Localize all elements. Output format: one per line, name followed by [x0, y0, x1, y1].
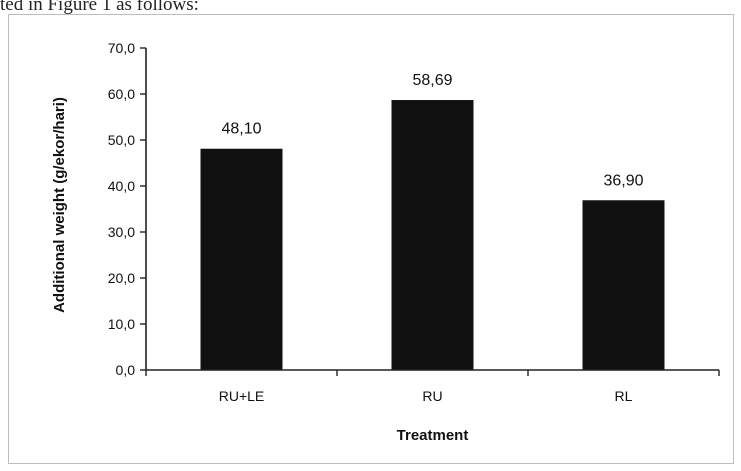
x-axis-ticks — [145, 370, 720, 376]
y-tick-label: 50,0 — [108, 132, 135, 148]
category-label: RL — [615, 388, 633, 404]
chart-frame: 0,0 10,0 20,0 30,0 40,0 50,0 60,0 70,0 48,10 58,… — [8, 14, 734, 464]
category-label: RU+LE — [219, 388, 265, 404]
data-labels: 48,10 58,69 36,90 — [221, 72, 643, 189]
y-tick-label: 70,0 — [108, 40, 135, 56]
bars — [200, 100, 665, 370]
category-label: RU — [422, 388, 442, 404]
bar — [391, 100, 474, 370]
y-tick-label: 0,0 — [116, 362, 136, 378]
y-tick-label: 60,0 — [108, 86, 135, 102]
y-axis-title: Additional weight (g/ekor/hari) — [51, 97, 68, 313]
y-tick-label: 40,0 — [108, 178, 135, 194]
x-axis-title: Treatment — [397, 427, 469, 444]
bar — [582, 200, 665, 370]
category-labels: RU+LE RU RL — [219, 388, 633, 404]
bar — [200, 148, 283, 370]
bar-value-label: 36,90 — [603, 172, 643, 189]
caption-text: ted in Figure 1 as follows: — [0, 0, 199, 15]
y-axis-ticks: 0,0 10,0 20,0 30,0 40,0 50,0 60,0 70,0 — [108, 40, 146, 378]
bar-value-label: 58,69 — [412, 72, 452, 89]
y-tick-label: 30,0 — [108, 224, 135, 240]
y-tick-label: 10,0 — [108, 316, 135, 332]
bar-chart: 0,0 10,0 20,0 30,0 40,0 50,0 60,0 70,0 48,10 58,… — [51, 40, 720, 444]
y-tick-label: 20,0 — [108, 270, 135, 286]
bar-value-label: 48,10 — [221, 121, 261, 138]
